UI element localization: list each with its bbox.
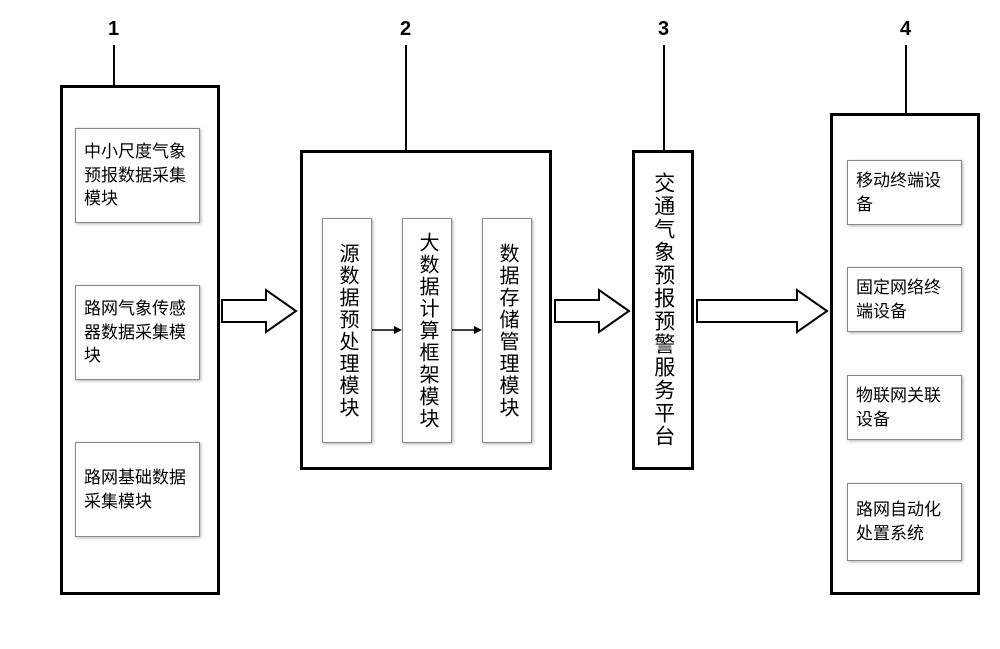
col4-box4-text: 路网自动化处置系统 [856, 498, 953, 546]
col1-box-base-data: 路网基础数据采集模块 [75, 442, 200, 537]
leader-4 [905, 45, 907, 113]
col2-storage-module: 数据存储管理模块 [482, 218, 532, 443]
label-1: 1 [108, 18, 119, 41]
col1-box-weather-forecast: 中小尺度气象预报数据采集模块 [75, 128, 200, 223]
col1-box-sensor-data: 路网气象传感器数据采集模块 [75, 285, 200, 380]
col1-box3-text: 路网基础数据采集模块 [84, 466, 191, 514]
label-4: 4 [900, 18, 911, 41]
col4-automation-system: 路网自动化处置系统 [847, 483, 962, 561]
label-2: 2 [400, 18, 411, 41]
col4-box3-text: 物联网关联设备 [856, 384, 953, 432]
column-3-platform: 交通气象预报预警服务平台 [632, 150, 694, 470]
leader-3 [663, 45, 665, 150]
col4-iot-gateway: 物联网关联设备 [847, 375, 962, 440]
col2-v2-text: 大数据计算框架模块 [413, 232, 441, 430]
flowchart-diagram: 1 2 3 4 中小尺度气象预报数据采集模块 路网气象传感器数据采集模块 路网基… [0, 0, 1000, 649]
thin-arrow-1 [372, 324, 402, 336]
label-3: 3 [658, 18, 669, 41]
col4-mobile-terminal: 移动终端设备 [847, 160, 962, 225]
col1-box2-text: 路网气象传感器数据采集模块 [84, 297, 191, 368]
col3-text: 交通气象预报预警服务平台 [648, 172, 677, 448]
col2-v3-text: 数据存储管理模块 [493, 243, 521, 419]
col4-fixed-terminal: 固定网络终端设备 [847, 267, 962, 332]
col4-box2-text: 固定网络终端设备 [856, 276, 953, 324]
col2-preprocess-module: 源数据预处理模块 [322, 218, 372, 443]
col2-v1-text: 源数据预处理模块 [333, 243, 361, 419]
block-arrow-2 [555, 290, 629, 332]
thin-arrow-2 [452, 324, 482, 336]
col4-box1-text: 移动终端设备 [856, 169, 953, 217]
col2-bigdata-module: 大数据计算框架模块 [402, 218, 452, 443]
block-arrow-3 [697, 290, 827, 332]
col1-box1-text: 中小尺度气象预报数据采集模块 [84, 140, 191, 211]
block-arrow-1 [222, 290, 296, 332]
leader-1 [113, 45, 115, 85]
leader-2 [405, 45, 407, 150]
